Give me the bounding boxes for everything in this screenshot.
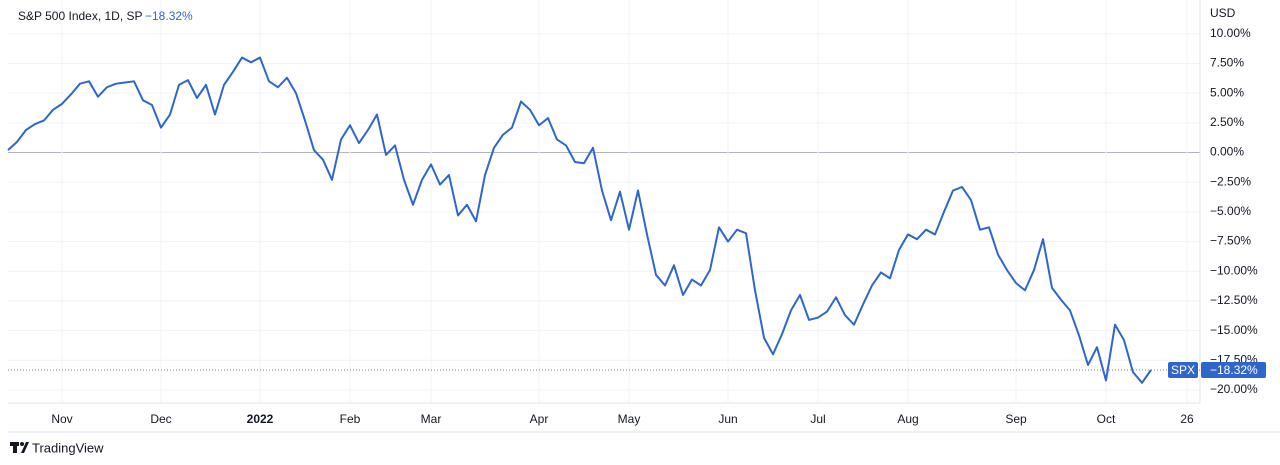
x-tick-label: Feb: [340, 412, 361, 426]
y-tick-label: 10.00%: [1210, 26, 1251, 40]
x-tick-label: Dec: [150, 412, 171, 426]
x-tick-label: Jul: [810, 412, 825, 426]
x-tick-label: Mar: [421, 412, 442, 426]
y-tick-label: 7.50%: [1210, 56, 1244, 70]
symbol-tag: [1168, 362, 1198, 379]
x-tick-label: Sep: [1005, 412, 1027, 426]
x-tick-label: Nov: [51, 412, 72, 426]
x-tick-label: Jun: [718, 412, 737, 426]
y-tick-label: −2.50%: [1210, 174, 1251, 188]
y-tick-label: 2.50%: [1210, 115, 1244, 129]
last-price-label: −18.32%: [1210, 363, 1258, 377]
grid: [8, 0, 1200, 403]
symbol-label: SPX: [1171, 363, 1195, 377]
branding-logo: [10, 442, 29, 453]
y-tick-label: 0.00%: [1210, 145, 1244, 159]
y-tick-label: −7.50%: [1210, 234, 1251, 248]
x-tick-label: 26: [1180, 412, 1194, 426]
currency-label: USD: [1210, 6, 1236, 20]
x-tick-label: May: [618, 412, 641, 426]
branding: TradingView: [32, 440, 104, 455]
y-tick-label: −12.50%: [1210, 293, 1258, 307]
x-tick-label: 2022: [247, 412, 274, 426]
y-tick-label: −20.00%: [1210, 382, 1258, 396]
y-tick-label: −10.00%: [1210, 263, 1258, 277]
y-tick-label: −15.00%: [1210, 323, 1258, 337]
last-price-tag: [1201, 362, 1266, 379]
x-tick-label: Apr: [530, 412, 549, 426]
y-tick-label: −5.00%: [1210, 204, 1251, 218]
header-change: −18.32%: [145, 9, 193, 23]
x-tick-label: Oct: [1097, 412, 1116, 426]
chart-title: S&P 500 Index, 1D, SP: [18, 9, 143, 23]
price-line: [7, 56, 1152, 384]
y-tick-label: 5.00%: [1210, 85, 1244, 99]
x-tick-label: Aug: [897, 412, 918, 426]
